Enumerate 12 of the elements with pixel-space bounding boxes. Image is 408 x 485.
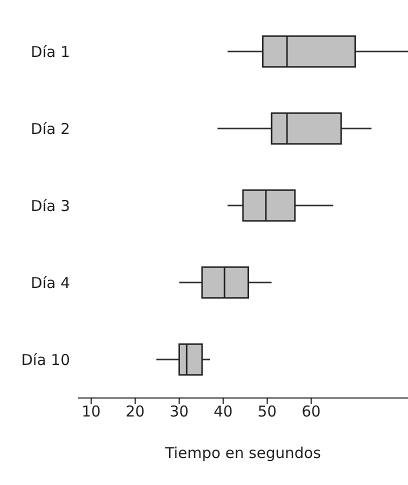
x-tick-label: 60 [302, 402, 321, 421]
x-tick-label: 10 [82, 402, 101, 421]
x-tick-label: 50 [258, 402, 277, 421]
x-tick-label: 20 [126, 402, 145, 421]
y-tick-label: Día 10 [21, 350, 70, 369]
x-axis-title: Tiempo en segundos [164, 444, 322, 462]
x-tick-label: 30 [170, 402, 189, 421]
x-tick-label: 40 [214, 402, 233, 421]
y-tick-label: Día 3 [30, 196, 70, 215]
y-tick-label: Día 4 [30, 274, 70, 292]
y-tick-label: Día 1 [30, 42, 70, 61]
y-tick-label: Día 2 [30, 120, 70, 138]
